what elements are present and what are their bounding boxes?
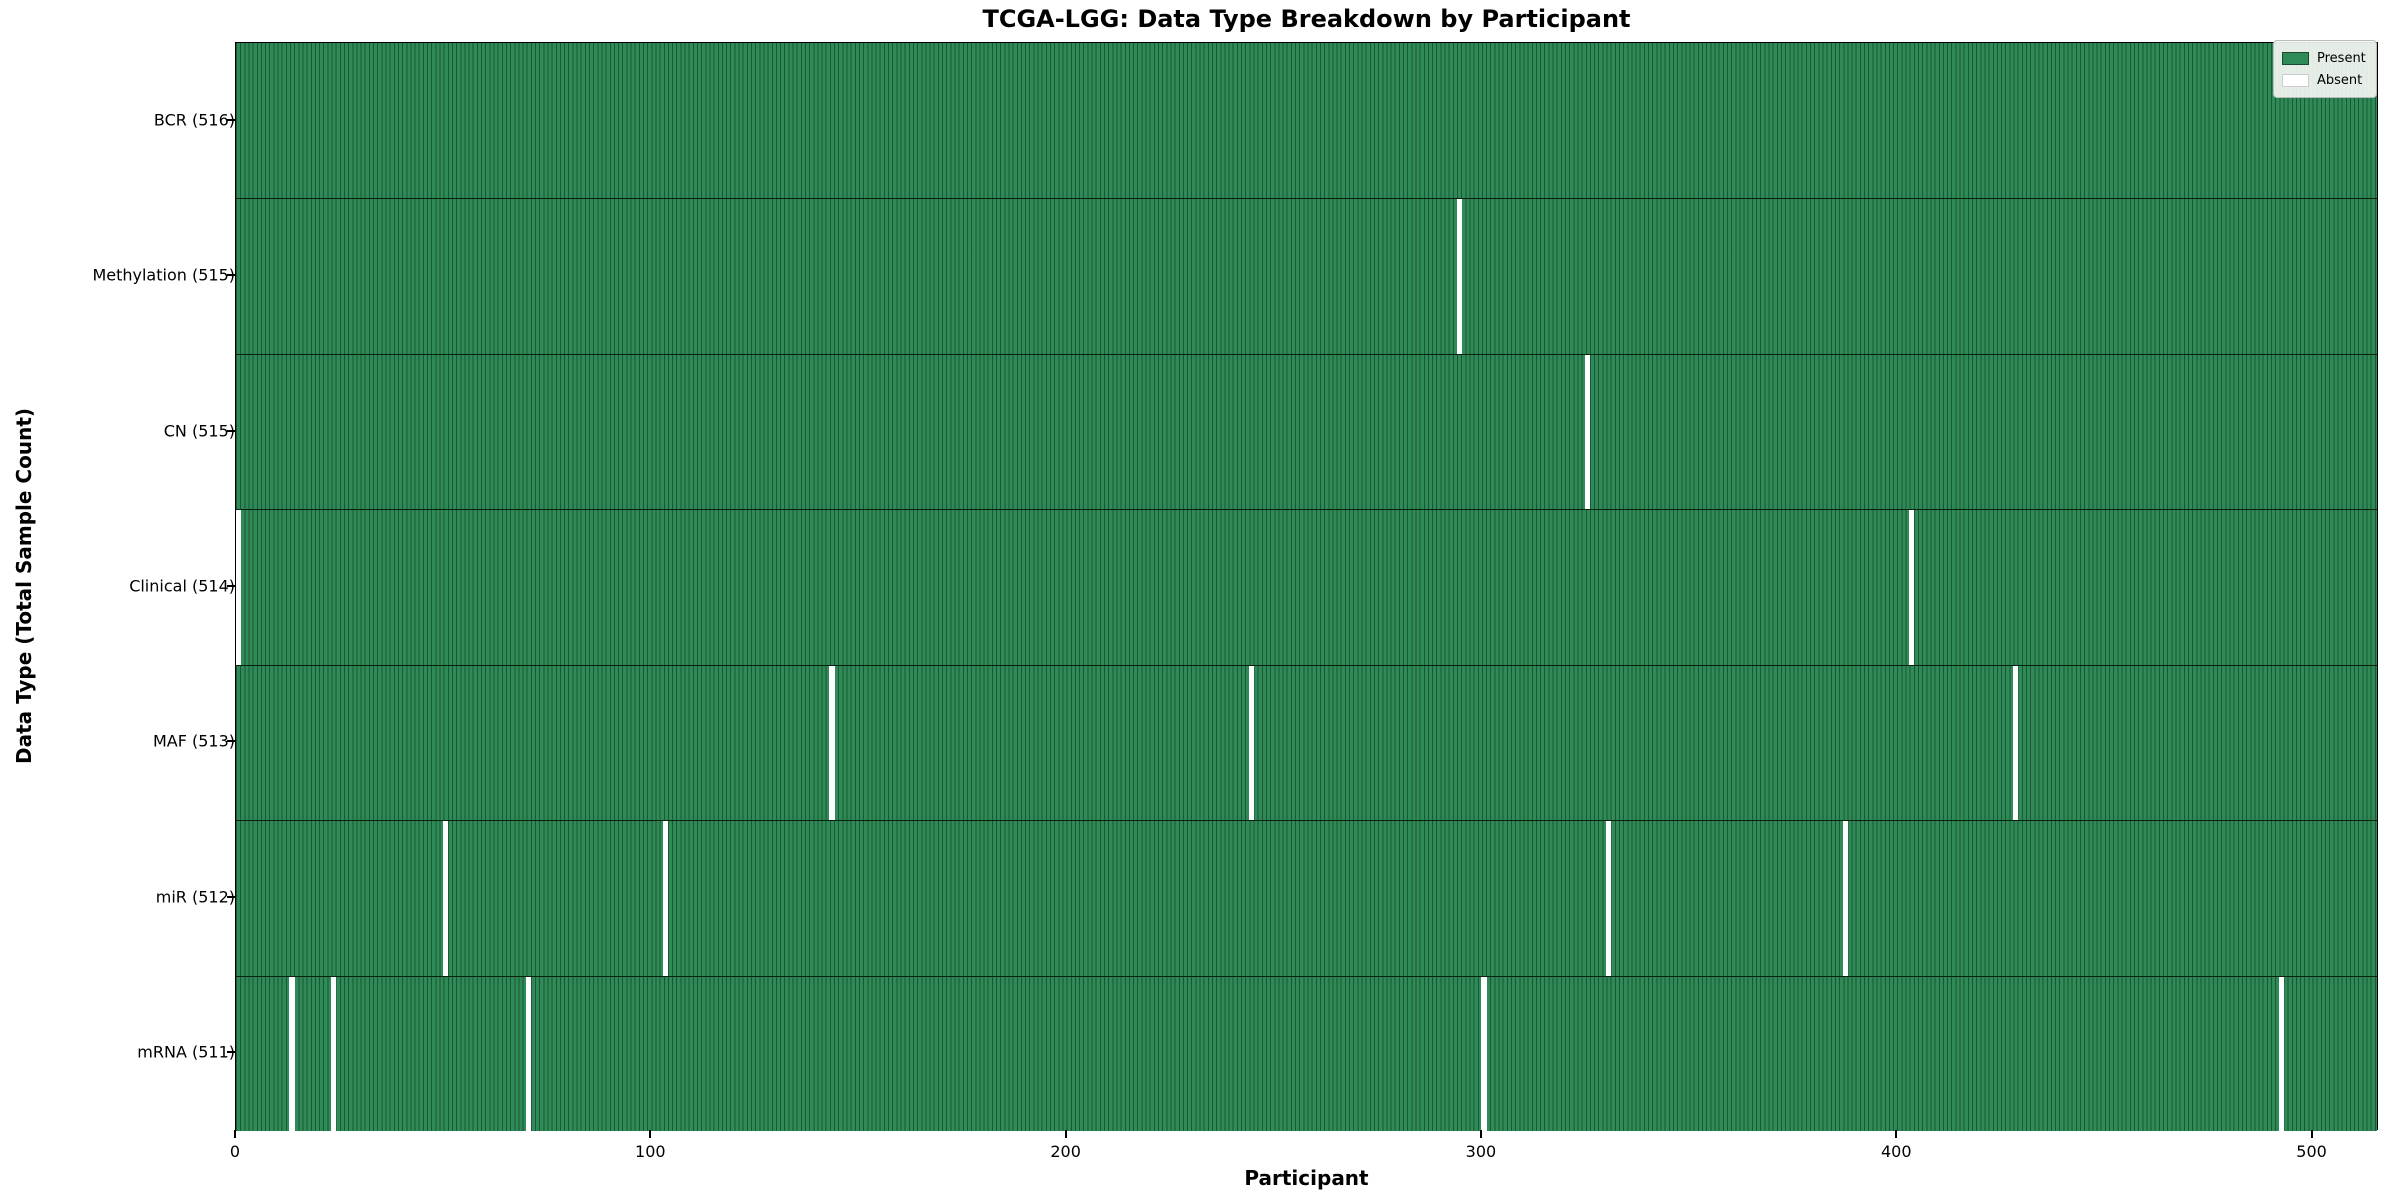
row-label: MAF (513) — [152, 731, 235, 751]
y-tick-mark — [227, 274, 235, 277]
x-tick-label: 500 — [2296, 1142, 2327, 1161]
y-tick-mark — [227, 118, 235, 121]
absent-cell — [1842, 821, 1848, 976]
x-tick-label: 0 — [229, 1142, 241, 1161]
x-tick-mark — [1895, 1130, 1898, 1138]
y-tick-mark — [227, 429, 235, 432]
absent-cell — [1909, 510, 1915, 665]
x-tick-label: 400 — [1880, 1142, 1912, 1161]
x-tick-label: 100 — [635, 1142, 666, 1161]
absent-cell — [829, 665, 835, 821]
heatmap-row — [236, 975, 2377, 1131]
x-tick-mark — [2310, 1130, 2313, 1138]
plot-area — [235, 42, 2378, 1131]
legend: Present Absent — [2273, 40, 2377, 98]
legend-entry-present: Present — [2282, 47, 2368, 69]
x-axis-label: Participant — [1244, 1166, 1369, 1190]
absent-cell — [2278, 976, 2284, 1131]
heatmap-row — [236, 664, 2377, 821]
y-tick-mark — [227, 740, 235, 743]
absent-cell — [1456, 199, 1462, 354]
row-label: BCR (516) — [153, 110, 235, 130]
absent-cell — [1606, 821, 1612, 976]
row-label: CN (515) — [163, 421, 235, 441]
absent-cell — [1481, 976, 1487, 1131]
y-tick-mark — [227, 895, 235, 898]
absent-cell — [2013, 665, 2019, 821]
x-tick-mark — [1479, 1130, 1482, 1138]
chart-title: TCGA-LGG: Data Type Breakdown by Partici… — [982, 5, 1631, 33]
absent-cell — [443, 821, 449, 976]
row-label: miR (512) — [155, 887, 235, 907]
y-tick-mark — [227, 585, 235, 587]
x-tick-label: 200 — [1050, 1142, 1081, 1161]
legend-label-absent: Absent — [2317, 72, 2363, 88]
absent-swatch-icon — [2282, 73, 2309, 87]
absent-cell — [1585, 354, 1591, 510]
legend-entry-absent: Absent — [2282, 69, 2368, 91]
x-tick-label: 300 — [1465, 1142, 1497, 1161]
x-tick-mark — [649, 1130, 652, 1138]
heatmap-row — [235, 509, 2377, 665]
x-tick-mark — [234, 1130, 236, 1138]
x-tick-mark — [1064, 1130, 1067, 1138]
absent-cell — [235, 510, 241, 665]
absent-cell — [663, 821, 669, 976]
heatmap-row — [236, 820, 2377, 976]
row-label: Clinical (514) — [129, 576, 235, 596]
absent-cell — [331, 976, 337, 1131]
absent-cell — [289, 976, 295, 1131]
row-label: mRNA (511) — [137, 1042, 235, 1062]
row-label: Methylation (515) — [92, 265, 235, 285]
absent-cell — [1248, 665, 1254, 821]
y-axis-label: Data Type (Total Sample Count) — [12, 407, 36, 765]
heatmap-row — [236, 198, 2377, 354]
heatmap-row — [236, 43, 2377, 199]
heatmap-row — [236, 353, 2377, 510]
legend-label-present: Present — [2317, 50, 2366, 66]
absent-cell — [526, 976, 532, 1131]
present-swatch-icon — [2282, 51, 2309, 65]
y-tick-mark — [227, 1051, 235, 1054]
